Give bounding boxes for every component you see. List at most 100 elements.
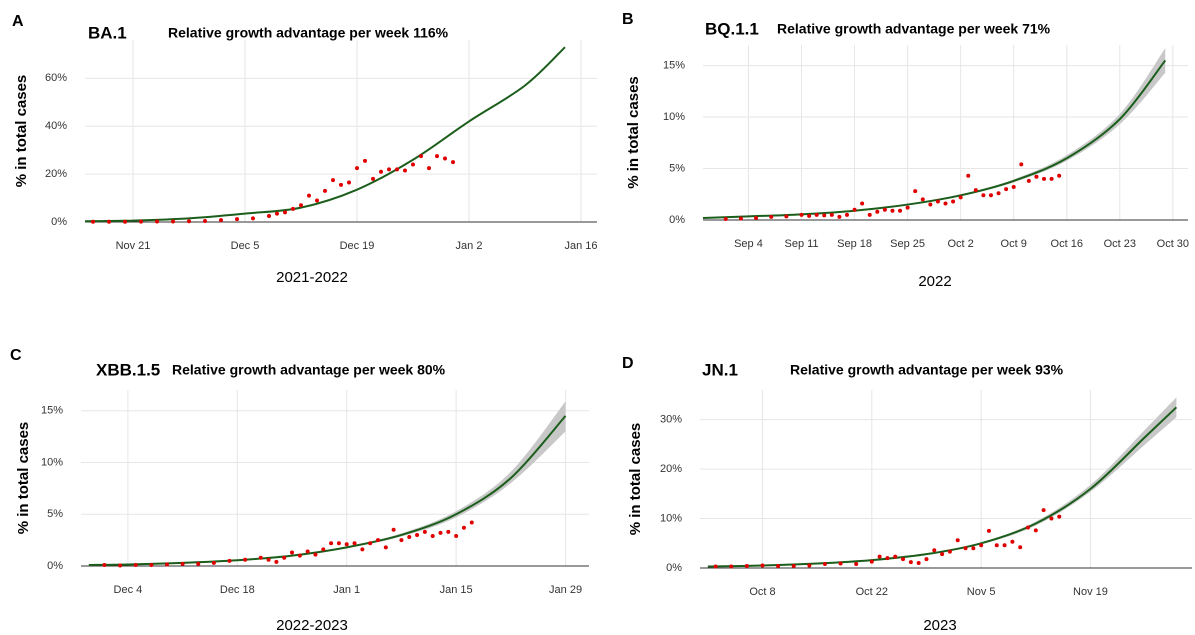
observed-point <box>391 527 396 532</box>
observed-point <box>916 561 921 566</box>
y-tick-label: 5% <box>669 162 685 174</box>
y-tick-label: 20% <box>660 463 682 475</box>
panel-letter: C <box>10 347 22 364</box>
observed-point <box>339 182 343 187</box>
observed-point <box>139 219 143 224</box>
observed-point <box>107 219 111 224</box>
observed-point <box>882 207 887 212</box>
confidence-band <box>88 401 566 565</box>
observed-point <box>1026 178 1031 183</box>
observed-point <box>940 552 945 557</box>
observed-point <box>854 562 859 567</box>
observed-point <box>164 562 169 567</box>
observed-point <box>955 538 960 543</box>
observed-point <box>1010 539 1015 544</box>
observed-point <box>415 532 420 537</box>
x-tick-label: Sep 11 <box>784 238 818 250</box>
x-tick-label: Dec 18 <box>220 584 255 596</box>
observed-point <box>844 212 849 217</box>
observed-point <box>958 195 963 200</box>
y-tick-label: 10% <box>660 512 682 524</box>
chart-title: Relative growth advantage per week 116% <box>168 25 449 41</box>
observed-point <box>838 561 843 566</box>
observed-point <box>347 180 351 185</box>
observed-point <box>331 178 335 183</box>
observed-point <box>1011 185 1016 190</box>
observed-point <box>994 543 999 548</box>
observed-point <box>996 191 1001 196</box>
x-tick-label: Dec 19 <box>340 240 375 252</box>
y-tick-label: 60% <box>45 72 67 84</box>
observed-point <box>951 199 956 204</box>
x-tick-label: Jan 29 <box>549 584 582 596</box>
observed-point <box>469 520 474 525</box>
observed-point <box>102 562 107 567</box>
observed-point <box>928 202 933 207</box>
fit-line <box>84 46 566 223</box>
observed-point <box>979 543 984 548</box>
y-axis-label: % in total cases <box>13 75 30 188</box>
y-tick-label: 0% <box>47 560 63 572</box>
observed-point <box>723 216 728 221</box>
observed-point <box>1019 162 1024 167</box>
observed-point <box>443 156 447 161</box>
chart-title: Relative growth advantage per week 93% <box>790 362 1064 378</box>
observed-point <box>807 213 812 218</box>
x-tick-label: Dec 5 <box>231 240 260 252</box>
observed-point <box>822 562 827 567</box>
x-tick-label: Sep 25 <box>890 238 925 250</box>
observed-point <box>935 199 940 204</box>
observed-point <box>315 198 319 203</box>
chart-title: Relative growth advantage per week 71% <box>777 21 1051 37</box>
observed-point <box>360 547 365 552</box>
observed-point <box>387 167 391 172</box>
observed-point <box>729 564 734 569</box>
observed-point <box>988 193 993 198</box>
observed-point <box>776 564 781 569</box>
observed-point <box>461 525 466 530</box>
observed-point <box>419 154 423 159</box>
observed-point <box>1049 176 1054 181</box>
confidence-band <box>707 397 1177 567</box>
observed-point <box>352 541 357 546</box>
observed-point <box>867 212 872 217</box>
observed-point <box>875 209 880 214</box>
observed-point <box>187 219 191 224</box>
observed-point <box>282 555 287 560</box>
observed-point <box>368 541 373 546</box>
chart-title: Relative growth advantage per week 80% <box>172 362 446 378</box>
observed-point <box>1033 528 1038 533</box>
observed-point <box>852 207 857 212</box>
observed-point <box>869 559 874 564</box>
observed-point <box>274 559 279 564</box>
observed-point <box>738 216 743 221</box>
x-tick-label: Oct 23 <box>1104 238 1136 250</box>
observed-point <box>860 201 865 206</box>
fit-line <box>88 415 567 566</box>
observed-point <box>149 562 154 567</box>
x-axis-label: 2022-2023 <box>276 617 348 634</box>
y-tick-label: 10% <box>41 456 63 468</box>
fit-line <box>702 59 1167 219</box>
observed-point <box>411 162 415 167</box>
confidence-band <box>703 48 1166 218</box>
x-axis-label: 2023 <box>923 617 956 634</box>
observed-point <box>908 560 913 565</box>
panel-letter: D <box>622 355 634 372</box>
observed-point <box>227 558 232 563</box>
x-tick-label: Oct 16 <box>1051 238 1083 250</box>
observed-point <box>454 533 459 538</box>
x-tick-label: Jan 16 <box>564 240 597 252</box>
variant-name: JN.1 <box>702 360 738 379</box>
observed-point <box>784 214 789 219</box>
y-tick-label: 0% <box>669 214 685 226</box>
observed-point <box>180 561 185 566</box>
observed-point <box>905 205 910 210</box>
observed-point <box>901 557 906 562</box>
x-tick-label: Nov 19 <box>1073 586 1108 598</box>
observed-point <box>1034 174 1039 179</box>
observed-point <box>981 193 986 198</box>
observed-point <box>196 561 201 566</box>
observed-point <box>283 210 287 215</box>
